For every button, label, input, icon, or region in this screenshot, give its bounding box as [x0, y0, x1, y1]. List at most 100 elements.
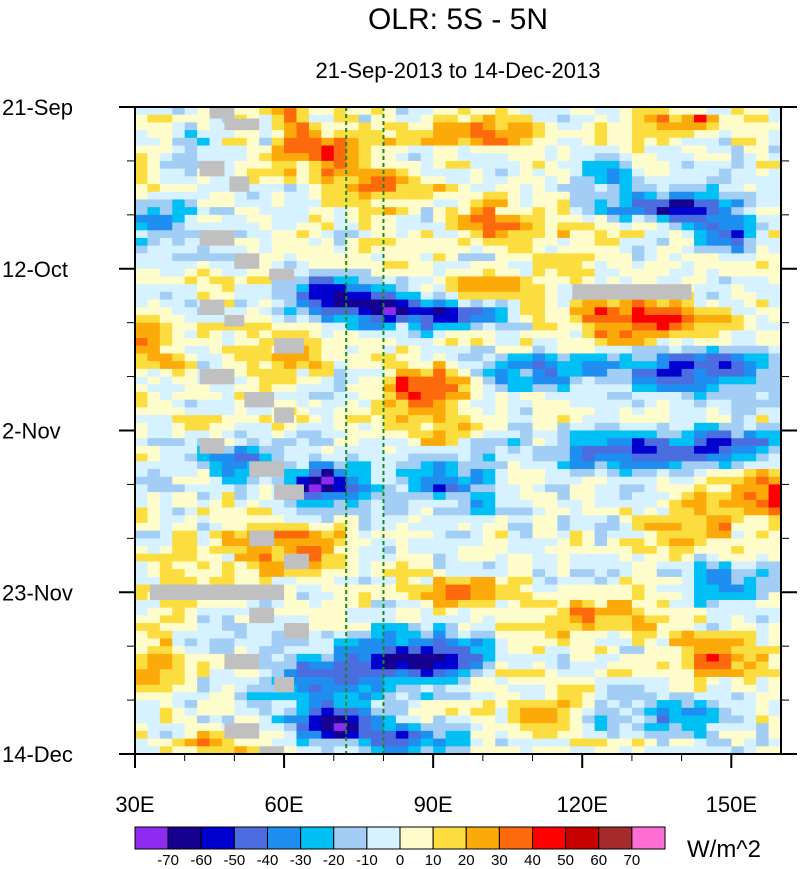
heatmap-cell	[669, 153, 683, 162]
heatmap-cell	[358, 245, 372, 254]
heatmap-cell	[296, 438, 310, 447]
heatmap-cell	[458, 222, 472, 231]
heatmap-cell	[234, 715, 248, 724]
heatmap-cell	[607, 407, 621, 416]
heatmap-cell	[184, 453, 198, 462]
heatmap-cell	[284, 230, 298, 239]
heatmap-cell	[669, 576, 683, 586]
heatmap-cell	[470, 284, 484, 293]
heatmap-cell	[718, 653, 732, 663]
heatmap-cell	[718, 307, 732, 316]
heatmap-cell	[557, 114, 571, 123]
heatmap-cell	[246, 314, 260, 324]
heatmap-cell	[172, 322, 186, 331]
heatmap-cell	[681, 368, 695, 378]
heatmap-cell	[656, 368, 670, 378]
heatmap-cell	[271, 399, 285, 408]
heatmap-cell	[346, 476, 360, 486]
heatmap-cell	[470, 137, 484, 147]
heatmap-cell	[221, 214, 235, 224]
heatmap-cell	[743, 430, 757, 439]
heatmap-cell	[234, 700, 248, 709]
heatmap-cell	[495, 176, 509, 185]
heatmap-cell	[607, 646, 621, 655]
heatmap-cell	[482, 384, 496, 393]
heatmap-cell	[482, 291, 496, 301]
heatmap-cell	[756, 492, 770, 501]
heatmap-cell	[495, 700, 509, 709]
heatmap-cell	[718, 237, 732, 247]
heatmap-cell	[507, 569, 521, 578]
heatmap-cell	[135, 214, 149, 224]
heatmap-cell	[569, 515, 583, 524]
heatmap-cell	[507, 607, 521, 616]
heatmap-cell	[631, 676, 645, 686]
heatmap-cell	[706, 184, 720, 193]
heatmap-cell	[681, 276, 695, 285]
heatmap-cell	[333, 407, 347, 416]
heatmap-cell	[718, 391, 732, 401]
heatmap-cell	[619, 114, 633, 123]
heatmap-cell	[346, 291, 360, 301]
heatmap-cell	[308, 230, 322, 239]
heatmap-cell	[147, 530, 161, 539]
heatmap-cell	[420, 230, 434, 239]
heatmap-cell	[631, 230, 645, 239]
heatmap-cell	[594, 361, 608, 370]
heatmap-cell	[507, 176, 521, 185]
heatmap-cell	[470, 746, 484, 754]
heatmap-cell	[445, 207, 459, 216]
heatmap-cell	[619, 307, 633, 316]
heatmap-cell	[569, 245, 583, 254]
heatmap-cell	[147, 430, 161, 439]
heatmap-cell	[594, 492, 608, 501]
heatmap-cell	[544, 391, 558, 401]
heatmap-cell	[321, 330, 335, 339]
heatmap-cell	[395, 322, 409, 331]
heatmap-cell	[458, 114, 472, 123]
heatmap-cell	[520, 484, 534, 493]
colorbar-swatch	[300, 826, 335, 850]
heatmap-cell	[259, 184, 273, 193]
heatmap-cell	[495, 160, 509, 170]
heatmap-cell	[172, 207, 186, 216]
heatmap-cell	[495, 314, 509, 324]
heatmap-cell	[631, 623, 645, 632]
heatmap-cell	[768, 553, 781, 563]
heatmap-cell	[544, 184, 558, 193]
heatmap-cell	[209, 515, 223, 524]
heatmap-cell	[159, 576, 173, 586]
heatmap-cell	[706, 546, 720, 555]
heatmap-cell	[259, 207, 273, 216]
heatmap-cell	[209, 476, 223, 486]
heatmap-cell	[743, 122, 757, 131]
heatmap-cell	[482, 268, 496, 278]
heatmap-cell	[731, 676, 745, 686]
heatmap-cell	[209, 407, 223, 416]
colorbar-label: 50	[557, 852, 574, 869]
heatmap-cell	[656, 130, 670, 139]
heatmap-cell	[271, 114, 285, 123]
heatmap-cell	[259, 546, 273, 555]
heatmap-cell	[731, 268, 745, 278]
heatmap-cell	[656, 461, 670, 470]
heatmap-cell	[420, 199, 434, 208]
heatmap-cell	[445, 122, 459, 131]
heatmap-cell	[694, 415, 708, 424]
heatmap-cell	[544, 476, 558, 486]
heatmap-cell	[694, 268, 708, 278]
heatmap-cell	[308, 584, 322, 593]
heatmap-cell	[656, 661, 670, 670]
heatmap-cell	[694, 422, 708, 432]
heatmap-cell	[321, 284, 335, 293]
heatmap-cell	[221, 184, 235, 193]
heatmap-cell	[557, 538, 571, 547]
heatmap-cell	[358, 738, 372, 747]
heatmap-cell	[221, 199, 235, 208]
heatmap-cell	[768, 492, 781, 501]
heatmap-cell	[308, 522, 322, 532]
heatmap-cell	[371, 630, 385, 640]
heatmap-cell	[371, 653, 385, 663]
heatmap-cell	[383, 469, 397, 478]
heatmap-cell	[706, 291, 720, 301]
